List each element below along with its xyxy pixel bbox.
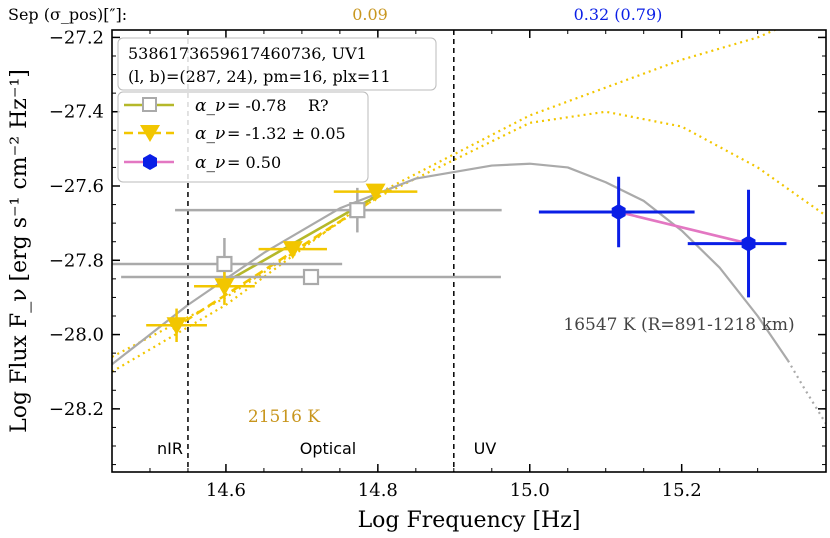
y-axis-label: Log Flux F_ν [erg s⁻¹ cm⁻² Hz⁻¹] bbox=[7, 69, 32, 433]
sep-label: Sep (σ_pos)[″]: bbox=[8, 5, 127, 24]
y-tick-label: −27.2 bbox=[49, 27, 104, 48]
info-box: 5386173659617460736, UV1 (l, b)=(287, 24… bbox=[117, 37, 437, 91]
legend-value-pink: = 0.50 bbox=[227, 153, 281, 172]
triangle-marker bbox=[282, 241, 303, 260]
hexagon-marker bbox=[741, 235, 756, 252]
legend-entry-pink: α_ν = 0.50 bbox=[124, 153, 281, 173]
band-label-optical: Optical bbox=[300, 439, 357, 458]
legend-entry-yellow: α_ν = -1.32 ± 0.05 bbox=[124, 124, 346, 144]
open-square-marker bbox=[349, 202, 366, 219]
band-label-nir: nIR bbox=[157, 439, 183, 458]
legend-symbol-yellow: α_ν bbox=[195, 124, 225, 144]
cool-bb-temperature: 21516 K bbox=[248, 407, 320, 427]
info-coordinates: (l, b)=(287, 24), pm=16, plx=11 bbox=[128, 67, 391, 86]
legend-value-yellow: = -1.32 ± 0.05 bbox=[227, 124, 346, 143]
legend-hexagon-marker bbox=[143, 154, 157, 170]
legend-note-olive: R? bbox=[308, 96, 329, 115]
legend: α_ν = -0.78 R? α_ν = -1.32 ± 0.05 α_ν = … bbox=[117, 91, 369, 183]
x-tick-label: 14.8 bbox=[358, 480, 398, 501]
triangle-marker bbox=[166, 317, 187, 336]
y-tick-label: −28.0 bbox=[49, 325, 104, 346]
data-markers bbox=[166, 183, 756, 336]
legend-value-olive: = -0.78 bbox=[227, 96, 287, 115]
open-square-marker bbox=[216, 255, 233, 273]
axis-ticks: 14.6 14.8 15.0 15.2 −27.2 −27.4 −27.6 −27.8 −28.… bbox=[49, 27, 826, 501]
open-square-marker bbox=[302, 268, 320, 286]
legend-open-square-marker bbox=[142, 97, 157, 112]
y-tick-label: −27.8 bbox=[49, 250, 104, 271]
y-tick-label: −28.2 bbox=[49, 399, 104, 420]
x-tick-label: 15.0 bbox=[510, 480, 550, 501]
band-label-uv: UV bbox=[474, 439, 497, 458]
y-tick-label: −27.4 bbox=[49, 102, 104, 123]
legend-frame bbox=[117, 91, 369, 183]
legend-symbol-olive: α_ν bbox=[195, 96, 225, 116]
model-yellow-blackbody-lower bbox=[112, 30, 778, 373]
model-curves bbox=[112, 30, 826, 425]
legend-entry-olive: α_ν = -0.78 R? bbox=[124, 96, 329, 116]
legend-triangle-marker bbox=[140, 125, 160, 142]
model-gray-blackbody-tail bbox=[787, 360, 826, 425]
info-source-id: 5386173659617460736, UV1 bbox=[128, 44, 367, 63]
x-tick-label: 14.6 bbox=[206, 480, 246, 501]
sep-optical-value: 0.09 bbox=[352, 5, 388, 24]
x-tick-label: 15.2 bbox=[662, 480, 702, 501]
x-axis-label: Log Frequency [Hz] bbox=[358, 508, 581, 533]
y-tick-label: −27.6 bbox=[49, 176, 104, 197]
model-gray-blackbody bbox=[112, 162, 789, 366]
info-box-frame bbox=[117, 37, 437, 91]
sep-uv-value: 0.32 (0.79) bbox=[574, 5, 663, 24]
triangle-marker bbox=[365, 183, 386, 202]
triangle-marker bbox=[214, 278, 235, 297]
legend-symbol-pink: α_ν bbox=[195, 153, 225, 173]
plot-frame bbox=[111, 29, 827, 473]
fit-pink-fit bbox=[618, 210, 749, 245]
hexagon-marker bbox=[611, 204, 626, 220]
hot-bb-temperature: 16547 K (R=891-1218 km) bbox=[563, 315, 794, 335]
plot-area bbox=[112, 30, 826, 472]
